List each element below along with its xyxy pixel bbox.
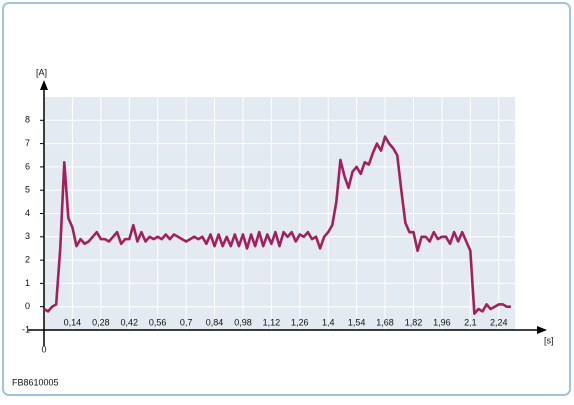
y-tick-label: 5 [25,185,30,195]
data-line [43,135,511,315]
x-arrow [537,326,547,334]
x-tick-label: 0,56 [149,317,167,327]
x-tick-label: 0,98 [234,317,252,327]
x-tick-label: 1,68 [376,317,394,327]
y-tick-label: 6 [25,161,30,171]
y-tick-label: 3 [25,231,30,241]
x-tick-label: 0,42 [121,317,139,327]
y-tick-label: -1 [22,324,30,334]
x-tick-label: 1,82 [405,317,423,327]
x-tick-label: 0,28 [92,317,110,327]
y-tick-label: 1 [25,278,30,288]
y-tick-label: 4 [25,208,30,218]
footer: FB8610005 [12,377,59,387]
x-tick-label: 1,54 [348,317,366,327]
x-axis-label: [s] [544,335,554,345]
x-tick-label: 2,1 [464,317,477,327]
x-tick-label: 0,14 [64,317,82,327]
x-tick-label: 2,24 [490,317,508,327]
x-tick-label: 1,4 [322,317,335,327]
x-tick-label: 0,84 [206,317,224,327]
x-tick-label: 1,12 [263,317,281,327]
x-tick-label: 0 [41,344,46,354]
y-axis-label: [A] [36,67,47,77]
y-tick-label: 0 [25,301,30,311]
y-tick-label: 7 [25,138,30,148]
x-tick-label: 1,96 [433,317,451,327]
y-tick-label: 2 [25,254,30,264]
x-tick-label: 0,7 [180,317,193,327]
y-arrow [40,80,48,90]
y-tick-label: 8 [25,115,30,125]
x-tick-label: 1,26 [291,317,309,327]
